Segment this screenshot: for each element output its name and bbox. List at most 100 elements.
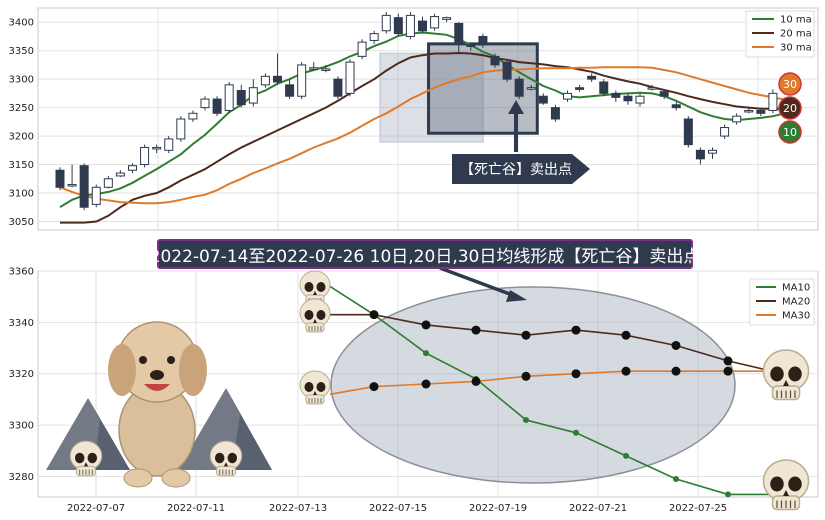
data-point-MA20	[571, 325, 581, 335]
candle	[647, 87, 657, 90]
bottom-line-MA10	[329, 285, 783, 496]
title-arrow-head	[506, 290, 527, 302]
data-point-MA30	[671, 366, 681, 376]
candle	[176, 118, 186, 140]
data-point-MA30	[723, 366, 733, 376]
candle	[635, 95, 645, 104]
dog-nose	[150, 370, 164, 380]
skull-icon	[69, 440, 103, 477]
skull-eye	[788, 476, 802, 492]
data-point-MA10	[523, 416, 529, 423]
callout-arrow-head	[508, 100, 524, 114]
chart-title: 2022-07-14至2022-07-26 10日,20日,30日均线形成【死亡…	[150, 239, 700, 269]
skull-eye	[304, 310, 314, 320]
top-y-tick: 3250	[9, 103, 34, 114]
dog-ear-right	[179, 344, 207, 396]
candle	[260, 75, 270, 86]
ma-badge-label: 10	[783, 126, 797, 139]
skull-icon	[762, 459, 810, 511]
candle	[200, 98, 210, 109]
legend-label: MA30	[782, 311, 810, 322]
candle	[550, 107, 560, 120]
ma-badge-label: 30	[783, 78, 797, 91]
dog-paw	[123, 468, 153, 488]
bottom-x-tick: 2022-07-15	[369, 503, 427, 514]
candle	[140, 146, 150, 166]
candle	[79, 165, 89, 208]
candle	[430, 16, 440, 29]
skull-icon	[762, 349, 810, 401]
data-point-MA20	[621, 330, 631, 340]
decor	[46, 270, 810, 511]
candle	[466, 44, 476, 47]
top-y-tick: 3200	[9, 132, 34, 143]
candle	[115, 172, 125, 177]
skull-eye	[770, 476, 784, 492]
bottom-y-tick: 3340	[9, 318, 34, 329]
dog-eye	[139, 356, 147, 364]
bottom-x-tick: 2022-07-19	[469, 503, 527, 514]
candle	[393, 17, 403, 35]
candle	[611, 92, 621, 98]
candle	[236, 90, 246, 106]
skull-eye	[304, 282, 314, 292]
bottom-x-tick: 2022-07-21	[569, 503, 627, 514]
data-point-MA20	[471, 325, 481, 335]
skull-icon	[299, 370, 331, 405]
bottom-x-tick: 2022-07-07	[67, 503, 125, 514]
candle	[623, 95, 633, 102]
skull-nose	[223, 462, 229, 467]
candle	[212, 98, 222, 114]
candle	[478, 35, 488, 46]
candle	[333, 78, 343, 97]
top-y-tick: 3400	[9, 18, 34, 29]
legend-label: 20 ma	[780, 29, 812, 40]
candle	[152, 146, 162, 150]
data-point-MA20	[521, 330, 531, 340]
candle	[683, 118, 693, 146]
data-point-MA10	[423, 350, 429, 357]
candle	[454, 22, 464, 43]
data-point-MA20	[369, 310, 379, 320]
top-y-tick: 3300	[9, 75, 34, 86]
candle	[369, 33, 379, 41]
bottom-y-tick: 3360	[9, 267, 34, 278]
candle	[285, 84, 295, 97]
candle	[659, 91, 669, 97]
candle	[405, 14, 415, 37]
top-y-tick: 3350	[9, 46, 34, 57]
candle	[164, 138, 174, 151]
bottom-line-MA20	[330, 313, 784, 375]
skull-icon	[209, 440, 243, 477]
bottom-y-tick: 3300	[9, 421, 34, 432]
top-y-tick: 3150	[9, 160, 34, 171]
skull-eye	[788, 366, 802, 382]
death-valley-ellipse	[330, 286, 736, 484]
candle	[695, 149, 705, 160]
dog-ear-left	[108, 344, 136, 396]
legend-label: 10 ma	[780, 15, 812, 26]
bottom-x-tick: 2022-07-11	[167, 503, 225, 514]
skull-nose	[313, 391, 317, 395]
candle	[526, 87, 536, 90]
candle	[91, 186, 101, 205]
candle	[514, 78, 524, 97]
candle	[720, 127, 730, 137]
ma-badge	[778, 96, 802, 120]
candle	[309, 67, 319, 70]
candle	[224, 84, 234, 111]
data-point-MA20	[671, 340, 681, 350]
skull-eye	[304, 382, 314, 392]
skull-nose	[783, 380, 789, 386]
candle	[55, 169, 65, 188]
data-point-MA10	[725, 491, 731, 498]
data-point-MA30	[621, 366, 631, 376]
bottom-x-tick: 2022-07-25	[669, 503, 727, 514]
candle	[345, 61, 355, 94]
candle	[297, 64, 307, 97]
data-point-MA30	[521, 371, 531, 381]
death-valley-box	[427, 42, 539, 135]
candle	[67, 183, 77, 187]
skull-eye	[74, 452, 85, 464]
